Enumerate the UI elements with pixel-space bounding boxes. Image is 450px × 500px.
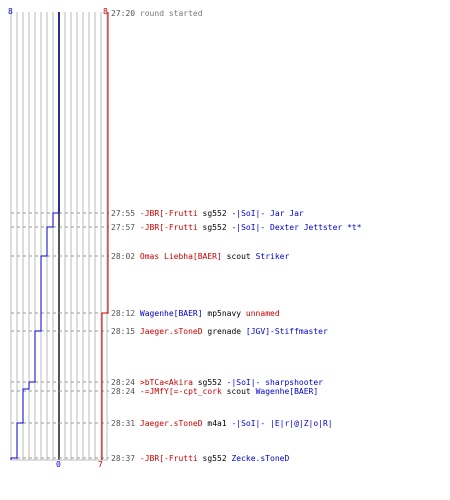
victim-name: -|SoI|- Dexter Jettster *t* bbox=[231, 223, 362, 232]
red-score-bottom: 7 bbox=[98, 460, 103, 469]
victim-name: [JGV]-Stiffmaster bbox=[245, 327, 328, 336]
weapon-name: mp5navy bbox=[207, 309, 242, 318]
event-row: 28:24 -=JMfY[=-cpt_cork scout Wagenhe[BA… bbox=[111, 388, 318, 396]
victim-name: unnamed bbox=[245, 309, 280, 318]
event-text: round started bbox=[139, 9, 203, 18]
killer-name: -=JMfY[=-cpt_cork bbox=[139, 387, 222, 396]
weapon-name: sg552 bbox=[202, 454, 227, 463]
killer-name: Jaeger.sToneD bbox=[139, 327, 203, 336]
blue-score-bottom: 0 bbox=[56, 460, 61, 469]
weapon-name: m4a1 bbox=[207, 419, 227, 428]
event-time: 27:20 bbox=[111, 9, 136, 18]
blue-team-line bbox=[10, 12, 60, 460]
victim-name: Wagenhe[BAER] bbox=[255, 387, 319, 396]
killer-name: Omas Liebha[BAER] bbox=[139, 252, 222, 261]
event-guide-lines bbox=[11, 212, 109, 459]
event-time: 28:24 bbox=[111, 387, 136, 396]
chart-grid bbox=[10, 12, 108, 461]
victim-name: Zecke.sToneD bbox=[231, 454, 290, 463]
event-time: 28:15 bbox=[111, 327, 136, 336]
event-time: 28:02 bbox=[111, 252, 136, 261]
killer-name: -JBR[-Frutti bbox=[139, 454, 198, 463]
blue-score-top: 8 bbox=[8, 7, 13, 16]
killer-name: -JBR[-Frutti bbox=[139, 209, 198, 218]
weapon-name: scout bbox=[226, 252, 251, 261]
victim-name: Striker bbox=[255, 252, 290, 261]
event-row: 28:15 Jaeger.sToneD grenade [JGV]-Stiffm… bbox=[111, 328, 328, 336]
victim-name: -|SoI|- Jar Jar bbox=[231, 209, 304, 218]
red-score-top: 8 bbox=[103, 7, 108, 16]
killer-name: Jaeger.sToneD bbox=[139, 419, 203, 428]
weapon-name: scout bbox=[226, 387, 251, 396]
event-row: 28:02 Omas Liebha[BAER] scout Striker bbox=[111, 253, 289, 261]
event-row: 28:24 >bTCa<Akira sg552 -|SoI|- sharpsho… bbox=[111, 379, 323, 387]
weapon-name: sg552 bbox=[202, 209, 227, 218]
red-team-line bbox=[101, 12, 109, 460]
event-row: 28:12 Wagenhe[BAER] mp5navy unnamed bbox=[111, 310, 280, 318]
killer-name: Wagenhe[BAER] bbox=[139, 309, 203, 318]
victim-name: -|SoI|- sharpshooter bbox=[226, 378, 323, 387]
event-time: 28:37 bbox=[111, 454, 136, 463]
event-time: 28:31 bbox=[111, 419, 136, 428]
team-lines bbox=[10, 12, 109, 460]
event-row: 27:20 round started bbox=[111, 10, 203, 18]
event-row: 27:55 -JBR[-Frutti sg552 -|SoI|- Jar Jar bbox=[111, 210, 304, 218]
weapon-name: grenade bbox=[207, 327, 242, 336]
victim-name: -|SoI|- |E|r|@|Z|o|R| bbox=[231, 419, 333, 428]
event-time: 27:55 bbox=[111, 209, 136, 218]
event-row: 28:31 Jaeger.sToneD m4a1 -|SoI|- |E|r|@|… bbox=[111, 420, 333, 428]
event-row: 27:57 -JBR[-Frutti sg552 -|SoI|- Dexter … bbox=[111, 224, 362, 232]
weapon-name: sg552 bbox=[202, 223, 227, 232]
killer-name: -JBR[-Frutti bbox=[139, 223, 198, 232]
event-time: 28:12 bbox=[111, 309, 136, 318]
event-time: 27:57 bbox=[111, 223, 136, 232]
killer-name: >bTCa<Akira bbox=[139, 378, 193, 387]
weapon-name: sg552 bbox=[197, 378, 222, 387]
event-row: 28:37 -JBR[-Frutti sg552 Zecke.sToneD bbox=[111, 455, 289, 463]
event-time: 28:24 bbox=[111, 378, 136, 387]
